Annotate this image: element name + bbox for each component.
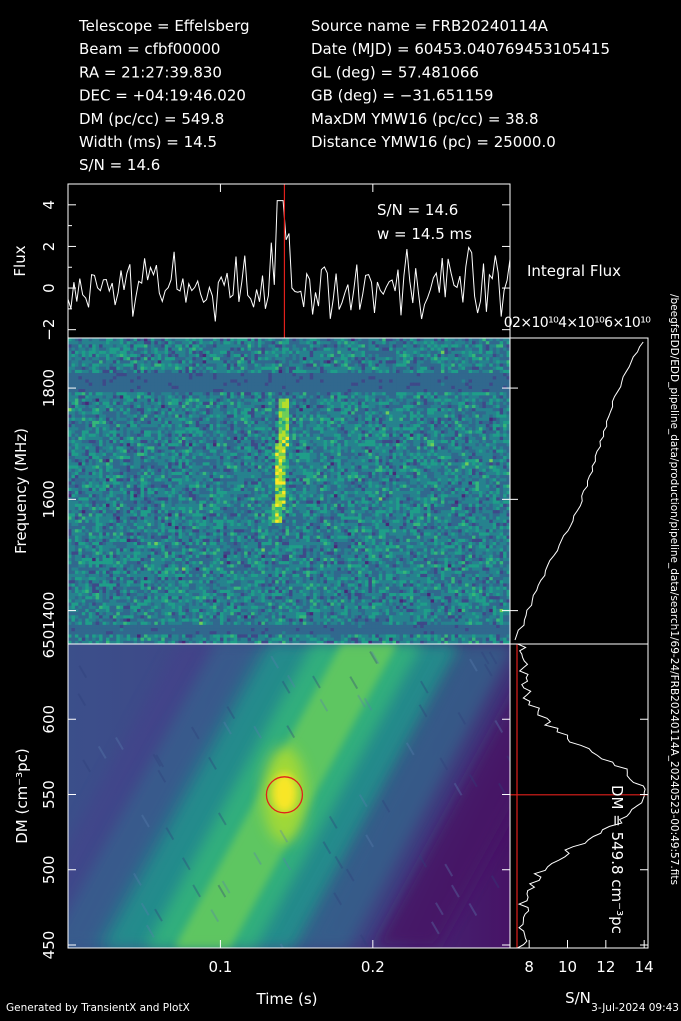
spectrum-y-ticks: 1400 1600 1800 bbox=[40, 369, 510, 630]
dynamic-spectrum-panel: 1400 1600 1800 Frequency (MHz) bbox=[12, 337, 511, 645]
snr-dm-annotation: DM = 549.8 cm⁻³pc bbox=[608, 785, 626, 934]
snr-dm-panel: 8 10 12 14 DM = 549.8 cm⁻³pc S/N bbox=[509, 643, 654, 1007]
dm-time-panel: 450 500 550 600 650 0.1 0.2 DM (cm⁻³pc) Time … bbox=[13, 184, 511, 1008]
generated-by-credit: Generated by TransientX and PlotX bbox=[6, 1002, 190, 1014]
header-left-line: DM (pc/cc) = 549.8 bbox=[79, 110, 224, 128]
fits-file-path: /beegfsEDD/EDD_pipeline_data/production/… bbox=[668, 294, 680, 885]
snr-x-ticks: 8 10 12 14 bbox=[524, 643, 654, 976]
snr-x-label: S/N bbox=[565, 989, 591, 1007]
dynamic-spectrum-heatmap bbox=[68, 338, 511, 645]
flux-y-tick-label: −2 bbox=[40, 319, 58, 341]
header-right-line: Source name = FRB20240114A bbox=[311, 17, 549, 35]
spectrum-y-tick-label: 1600 bbox=[40, 480, 58, 518]
snr-x-tick-label: 8 bbox=[524, 958, 534, 976]
dm-y-tick-label: 500 bbox=[40, 855, 58, 884]
header-left-line: Width (ms) = 14.5 bbox=[79, 133, 217, 151]
integral-flux-ticks bbox=[510, 387, 518, 612]
time-x-tick-label: 0.2 bbox=[361, 958, 385, 976]
dm-y-tick-label: 550 bbox=[40, 780, 58, 809]
integral-flux-x-ticks: 02×10¹⁰4×10¹⁰6×10¹⁰ bbox=[504, 315, 652, 331]
header-right: Source name = FRB20240114A Date (MJD) = 6… bbox=[311, 17, 610, 151]
spectrum-cells bbox=[68, 338, 511, 645]
spectrum-y-tick-label: 1800 bbox=[40, 369, 58, 407]
header-left-line: S/N = 14.6 bbox=[79, 156, 160, 174]
flux-profile-panel: −2 0 2 4 Flux S/N = 14.6 w = 14.5 ms bbox=[11, 183, 511, 341]
header-left-line: DEC = +04:19:46.020 bbox=[79, 87, 246, 105]
best-dm-circle bbox=[265, 776, 304, 814]
dm-y-tick-label: 650 bbox=[40, 630, 58, 659]
snr-axes-frame bbox=[509, 643, 649, 949]
snr-x-tick-label: 12 bbox=[596, 958, 615, 976]
integral-flux-title: Integral Flux bbox=[527, 262, 621, 280]
time-x-label: Time (s) bbox=[256, 990, 318, 1008]
flux-profile-line bbox=[68, 200, 510, 322]
header-right-line: GL (deg) = 57.481066 bbox=[311, 63, 479, 81]
plot-date: 3-Jul-2024 09:43 bbox=[591, 1002, 679, 1014]
integral-flux-panel: Integral Flux 02×10¹⁰4×10¹⁰6×10¹⁰ bbox=[504, 262, 652, 645]
header-right-line: GB (deg) = −31.651159 bbox=[311, 87, 493, 105]
header-left-line: Telescope = Effelsberg bbox=[78, 17, 250, 35]
header-right-line: Distance YMW16 (pc) = 25000.0 bbox=[311, 133, 556, 151]
spectrum-y-label: Frequency (MHz) bbox=[12, 428, 30, 554]
snr-dm-line bbox=[517, 643, 646, 949]
header-right-line: MaxDM YMW16 (pc/cc) = 38.8 bbox=[311, 110, 539, 128]
flux-width-annotation: w = 14.5 ms bbox=[377, 225, 472, 243]
spectrum-y-tick-label: 1400 bbox=[40, 592, 58, 630]
flux-snr-annotation: S/N = 14.6 bbox=[377, 201, 458, 219]
dm-time-heatmap bbox=[68, 644, 510, 948]
snr-x-tick-label: 10 bbox=[558, 958, 577, 976]
integral-flux-line bbox=[514, 341, 644, 641]
snr-x-tick-label: 14 bbox=[635, 958, 654, 976]
time-x-tick-label: 0.1 bbox=[208, 958, 232, 976]
header-left: Telescope = Effelsberg Beam = cfbf00000 RA… bbox=[78, 17, 250, 174]
dm-y-tick-label: 600 bbox=[40, 705, 58, 734]
flux-y-label: Flux bbox=[11, 245, 29, 276]
dm-y-ticks: 450 500 550 600 650 bbox=[40, 630, 510, 960]
header-left-line: RA = 21:27:39.830 bbox=[79, 63, 222, 81]
dm-y-tick-label: 450 bbox=[40, 931, 58, 960]
flux-y-ticks: −2 0 2 4 bbox=[40, 200, 510, 341]
dm-y-label: DM (cm⁻³pc) bbox=[13, 748, 31, 844]
flux-y-tick-label: 4 bbox=[40, 200, 58, 210]
header-right-line: Date (MJD) = 60453.040769453105415 bbox=[311, 40, 610, 58]
time-x-ticks: 0.1 0.2 bbox=[208, 184, 385, 976]
header-left-line: Beam = cfbf00000 bbox=[79, 40, 220, 58]
flux-y-tick-label: 2 bbox=[40, 242, 58, 252]
flux-y-tick-label: 0 bbox=[40, 283, 58, 293]
